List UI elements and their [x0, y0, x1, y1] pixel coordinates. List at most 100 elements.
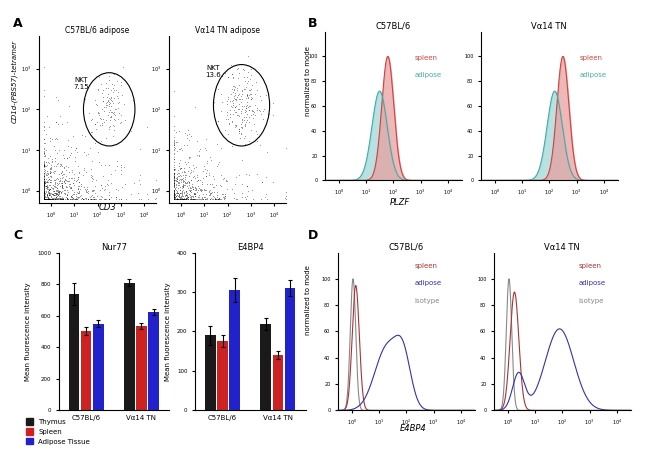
- Point: [38, 183, 49, 190]
- Point: [55, 176, 66, 184]
- Point: [78, 195, 88, 202]
- Point: [38, 195, 49, 202]
- Point: [179, 190, 190, 197]
- Point: [172, 189, 183, 197]
- Point: [38, 195, 49, 202]
- Point: [51, 94, 61, 101]
- Point: [168, 191, 179, 198]
- Point: [246, 93, 256, 101]
- Point: [38, 193, 49, 201]
- Point: [196, 194, 207, 201]
- Point: [170, 193, 181, 201]
- Point: [46, 185, 56, 193]
- Point: [143, 195, 153, 202]
- Point: [196, 187, 206, 194]
- Point: [195, 145, 205, 152]
- Point: [174, 194, 184, 201]
- Bar: [229, 290, 240, 410]
- Point: [60, 173, 71, 180]
- Point: [168, 188, 179, 195]
- Point: [173, 195, 183, 202]
- Point: [104, 108, 114, 115]
- Point: [110, 167, 120, 174]
- Point: [73, 175, 83, 183]
- Point: [42, 167, 53, 174]
- Point: [216, 91, 227, 98]
- Point: [38, 195, 49, 202]
- Point: [241, 117, 252, 124]
- Point: [51, 190, 61, 198]
- Point: [79, 148, 89, 155]
- Point: [98, 115, 108, 123]
- Point: [45, 169, 55, 176]
- Point: [68, 132, 79, 139]
- Point: [241, 171, 252, 178]
- Point: [224, 110, 235, 118]
- Point: [103, 103, 114, 110]
- Point: [72, 189, 83, 196]
- Point: [197, 180, 207, 188]
- Text: B: B: [308, 17, 318, 30]
- Point: [54, 188, 64, 195]
- Point: [88, 186, 98, 193]
- Point: [87, 115, 98, 123]
- Point: [62, 136, 73, 143]
- Point: [46, 167, 56, 175]
- Point: [55, 182, 66, 189]
- Point: [168, 192, 179, 199]
- Point: [237, 193, 248, 201]
- Point: [38, 185, 49, 193]
- Point: [176, 144, 186, 151]
- Point: [261, 91, 272, 98]
- Point: [90, 195, 100, 202]
- Point: [178, 195, 188, 202]
- Point: [49, 191, 60, 198]
- Point: [42, 178, 52, 185]
- Point: [281, 193, 291, 200]
- Point: [168, 146, 179, 153]
- Point: [179, 142, 190, 149]
- Point: [45, 195, 55, 202]
- Point: [173, 169, 183, 176]
- Point: [168, 195, 179, 202]
- Point: [112, 70, 122, 78]
- Point: [179, 189, 190, 196]
- Point: [229, 94, 239, 101]
- Point: [241, 101, 252, 109]
- Point: [38, 178, 49, 185]
- Point: [187, 180, 197, 188]
- Point: [38, 189, 49, 197]
- Point: [46, 190, 56, 197]
- Point: [66, 193, 77, 200]
- Point: [57, 193, 68, 201]
- Point: [57, 183, 67, 190]
- Point: [84, 110, 94, 117]
- Point: [96, 80, 106, 87]
- Point: [192, 176, 203, 184]
- Point: [38, 189, 49, 196]
- Point: [209, 195, 220, 202]
- Point: [79, 195, 89, 202]
- Point: [57, 181, 67, 188]
- Point: [38, 92, 49, 99]
- Point: [54, 190, 64, 198]
- Point: [188, 195, 199, 202]
- Point: [60, 180, 70, 187]
- Point: [43, 187, 53, 194]
- Point: [38, 162, 49, 169]
- Bar: [261, 324, 271, 410]
- Point: [52, 184, 62, 192]
- Point: [43, 195, 53, 202]
- Point: [181, 161, 191, 168]
- Point: [47, 156, 58, 163]
- Point: [234, 127, 244, 134]
- Point: [40, 179, 51, 187]
- Text: D: D: [308, 229, 318, 242]
- Point: [170, 177, 180, 184]
- Point: [205, 192, 215, 199]
- Point: [64, 180, 75, 187]
- Point: [72, 177, 83, 184]
- Point: [52, 190, 62, 198]
- Point: [179, 165, 189, 172]
- Point: [183, 181, 194, 189]
